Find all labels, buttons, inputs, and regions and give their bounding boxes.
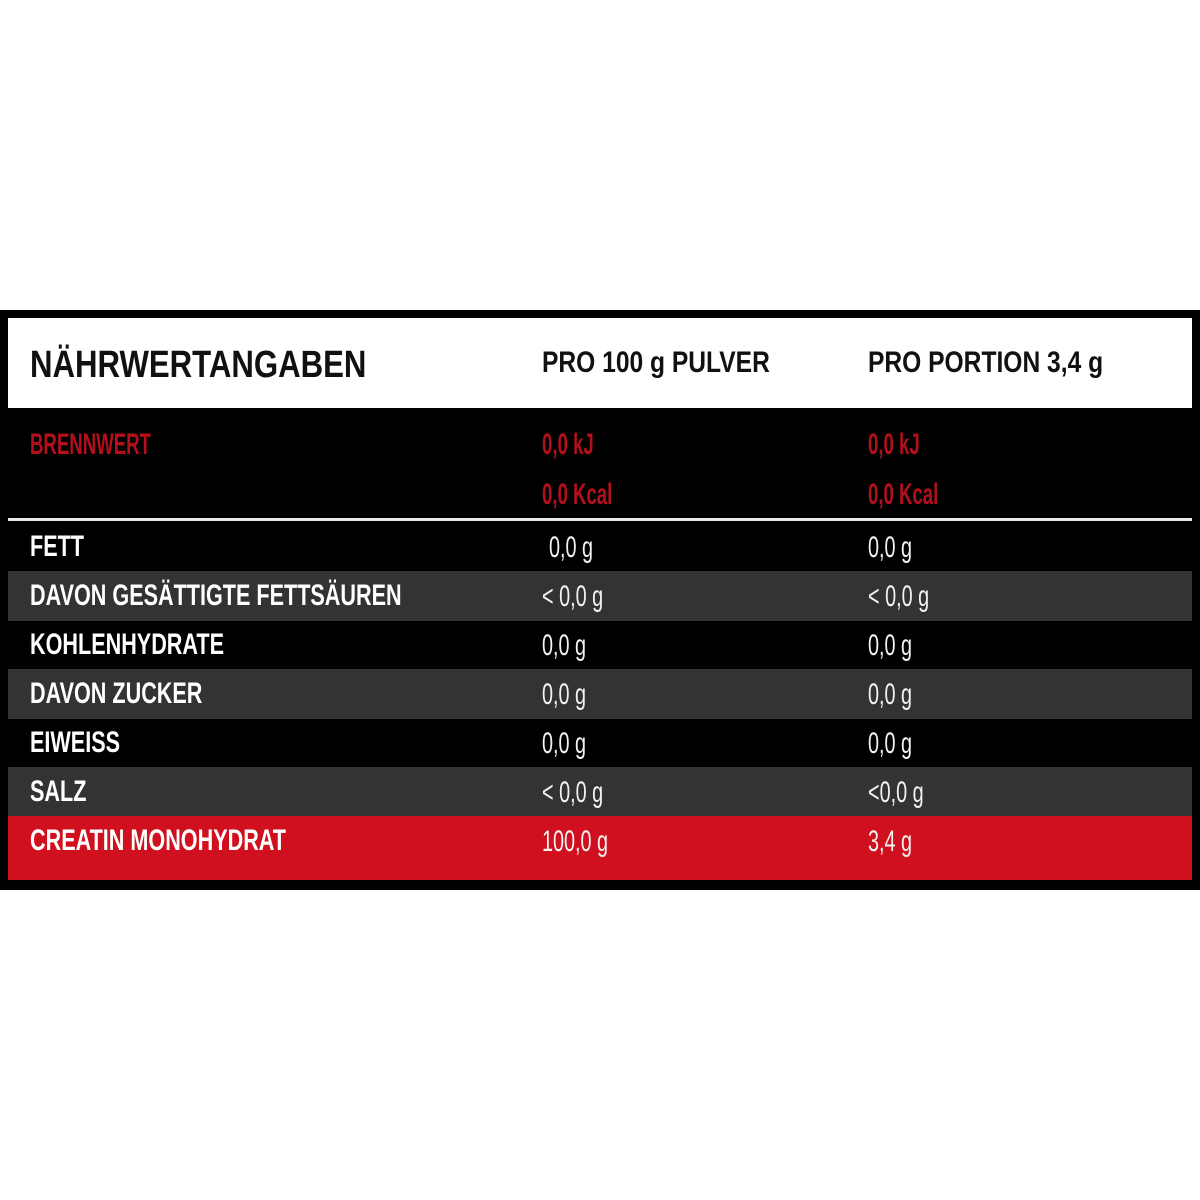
row-label: KOHLENHYDRATE [30, 628, 225, 661]
energy-per100-kj: 0,0 kJ [542, 428, 594, 461]
table-row: SALZ < 0,0 g <0,0 g [8, 767, 1192, 817]
row-per100: < 0,0 g [542, 580, 604, 613]
table-row: DAVON ZUCKER 0,0 g 0,0 g [8, 669, 1192, 719]
row-label: DAVON ZUCKER [30, 677, 203, 710]
row-per100: 0,0 g [542, 629, 587, 662]
energy-portion-kj: 0,0 kJ [868, 428, 920, 461]
row-per100: 0,0 g [542, 727, 587, 760]
table-row-highlight: CREATIN MONOHYDRAT 100,0 g 3,4 g [8, 816, 1192, 880]
table-row: DAVON GESÄTTIGTE FETTSÄUREN < 0,0 g < 0,… [8, 571, 1192, 621]
row-portion: 0,0 g [868, 531, 913, 564]
column-header-per-100g: PRO 100 g PULVER [542, 346, 770, 379]
table-row: FETT 0,0 g 0,0 g [8, 522, 1192, 572]
table-row: EIWEISS 0,0 g 0,0 g [8, 718, 1192, 768]
row-per100: 0,0 g [542, 678, 587, 711]
column-header-per-portion: PRO PORTION 3,4 g [868, 346, 1104, 379]
row-portion: <0,0 g [868, 776, 924, 809]
row-per100: 0,0 g [549, 531, 594, 564]
row-label: DAVON GESÄTTIGTE FETTSÄUREN [30, 579, 402, 612]
table-title: NÄHRWERTANGABEN [30, 344, 367, 386]
energy-portion-kcal: 0,0 Kcal [868, 478, 939, 511]
row-portion: 0,0 g [868, 727, 913, 760]
row-portion: 0,0 g [868, 629, 913, 662]
table-header: NÄHRWERTANGABEN PRO 100 g PULVER PRO POR… [8, 318, 1192, 408]
row-label: FETT [30, 530, 84, 563]
energy-row: BRENNWERT 0,0 kJ 0,0 Kcal 0,0 kJ 0,0 Kca… [8, 408, 1192, 518]
energy-per100-kcal: 0,0 Kcal [542, 478, 613, 511]
row-portion: < 0,0 g [868, 580, 930, 613]
divider [8, 518, 1192, 521]
energy-label: BRENNWERT [30, 428, 151, 461]
row-portion: 3,4 g [868, 825, 913, 858]
nutrition-table: NÄHRWERTANGABEN PRO 100 g PULVER PRO POR… [0, 310, 1200, 890]
row-label: CREATIN MONOHYDRAT [30, 824, 286, 857]
table-row: KOHLENHYDRATE 0,0 g 0,0 g [8, 620, 1192, 670]
row-portion: 0,0 g [868, 678, 913, 711]
row-label: EIWEISS [30, 726, 121, 759]
row-per100: 100,0 g [542, 825, 609, 858]
row-per100: < 0,0 g [542, 776, 604, 809]
row-label: SALZ [30, 775, 87, 808]
